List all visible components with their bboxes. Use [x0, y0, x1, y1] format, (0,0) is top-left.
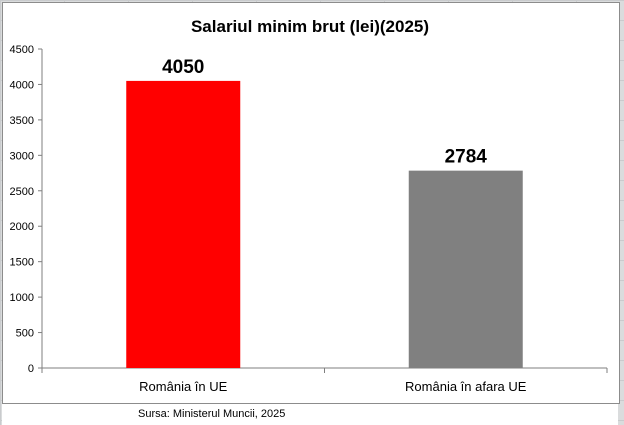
y-tick-label: 2000 — [10, 221, 34, 233]
chart-title: Salariul minim brut (lei)(2025) — [191, 17, 429, 36]
source-band — [2, 404, 618, 425]
x-category-label: România în afara UE — [405, 379, 527, 394]
y-tick-label: 4500 — [10, 44, 34, 56]
y-tick-label: 0 — [28, 363, 34, 375]
bar-series: 4050 2784 — [126, 57, 523, 369]
data-label: 4050 — [162, 57, 204, 78]
bar-1[interactable] — [126, 80, 241, 369]
y-tick-label: 1000 — [10, 292, 34, 304]
y-tick-label: 1500 — [10, 257, 34, 269]
source-note: Sursa: Ministerul Muncii, 2025 — [138, 408, 285, 420]
y-tick-label: 500 — [16, 328, 34, 340]
x-axis-categories: România în UE România în afara UE — [41, 368, 608, 394]
data-label: 2784 — [445, 147, 488, 168]
y-tick-label: 3000 — [10, 150, 34, 162]
y-tick-label: 4000 — [10, 79, 34, 91]
y-axis-ticks: 0 500 1000 1500 2000 2500 3000 3500 4000 4500 — [10, 44, 42, 375]
y-tick-label: 3500 — [10, 115, 34, 127]
y-tick-label: 2500 — [10, 186, 34, 198]
bar-2[interactable] — [408, 170, 523, 368]
x-category-label: România în UE — [139, 379, 227, 394]
